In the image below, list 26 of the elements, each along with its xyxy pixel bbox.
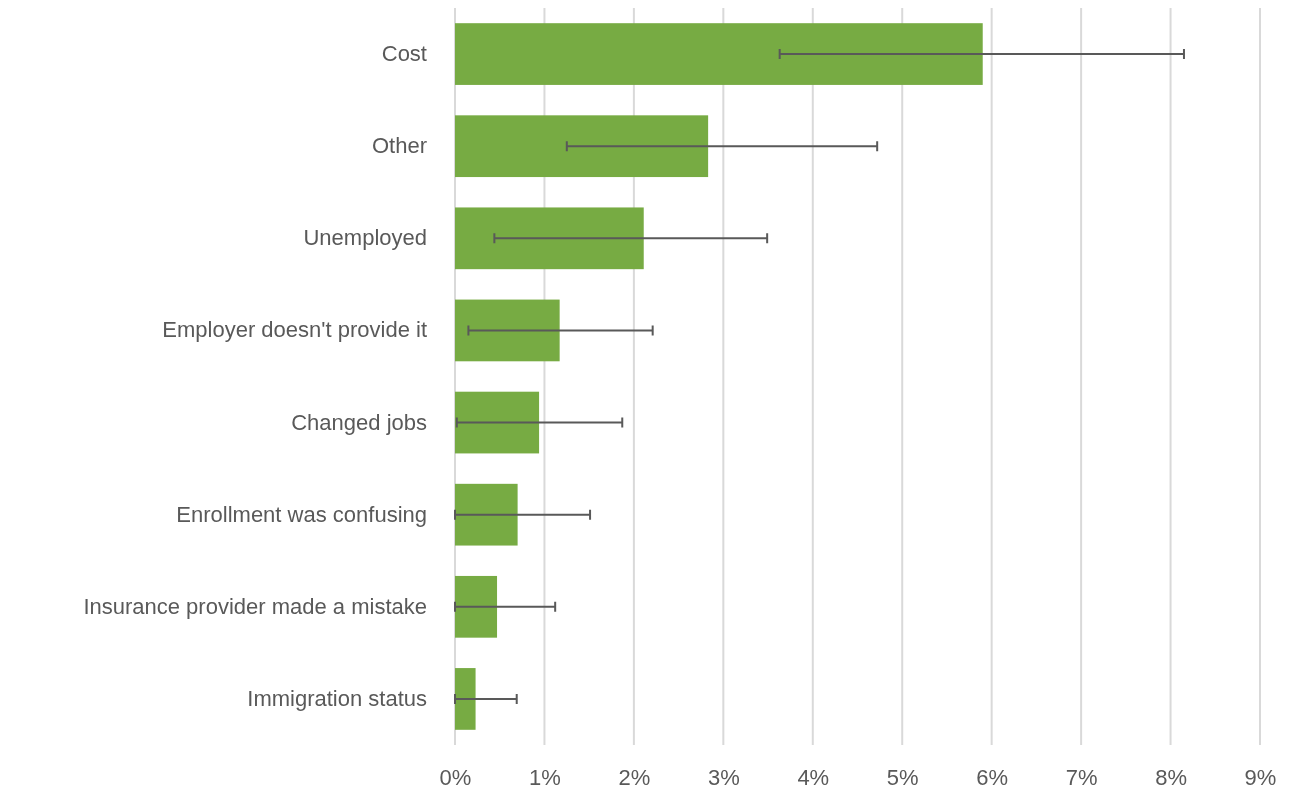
x-tick-label: 8%	[1155, 764, 1187, 790]
bar	[455, 668, 476, 730]
bar	[455, 23, 983, 85]
x-tick-label: 6%	[976, 764, 1009, 790]
x-tick-label: 7%	[1065, 764, 1098, 790]
bar	[455, 575, 498, 638]
y-tick-label: Employer doesn't provide it	[162, 317, 427, 343]
x-tick-label: 3%	[707, 764, 740, 790]
y-tick-label: Changed jobs	[291, 409, 427, 435]
x-tick-label: 5%	[886, 764, 919, 790]
x-tick-label: 4%	[797, 764, 830, 790]
y-tick-label: Unemployed	[303, 225, 427, 251]
x-tick-label: 0%	[439, 764, 472, 790]
bar	[455, 391, 540, 454]
y-tick-label: Immigration status	[247, 685, 427, 711]
y-tick-label: Cost	[381, 41, 427, 67]
y-tick-label: Enrollment was confusing	[176, 501, 427, 527]
x-tick-label: 1%	[529, 764, 561, 790]
x-tick-label: 9%	[1244, 764, 1277, 790]
y-tick-label: Insurance provider made a mistake	[83, 593, 427, 619]
x-tick-label: 2%	[618, 764, 651, 790]
y-tick-label: Other	[371, 133, 427, 159]
bar	[455, 115, 709, 178]
bar	[455, 483, 518, 546]
bar	[455, 207, 644, 270]
bar	[455, 299, 560, 362]
